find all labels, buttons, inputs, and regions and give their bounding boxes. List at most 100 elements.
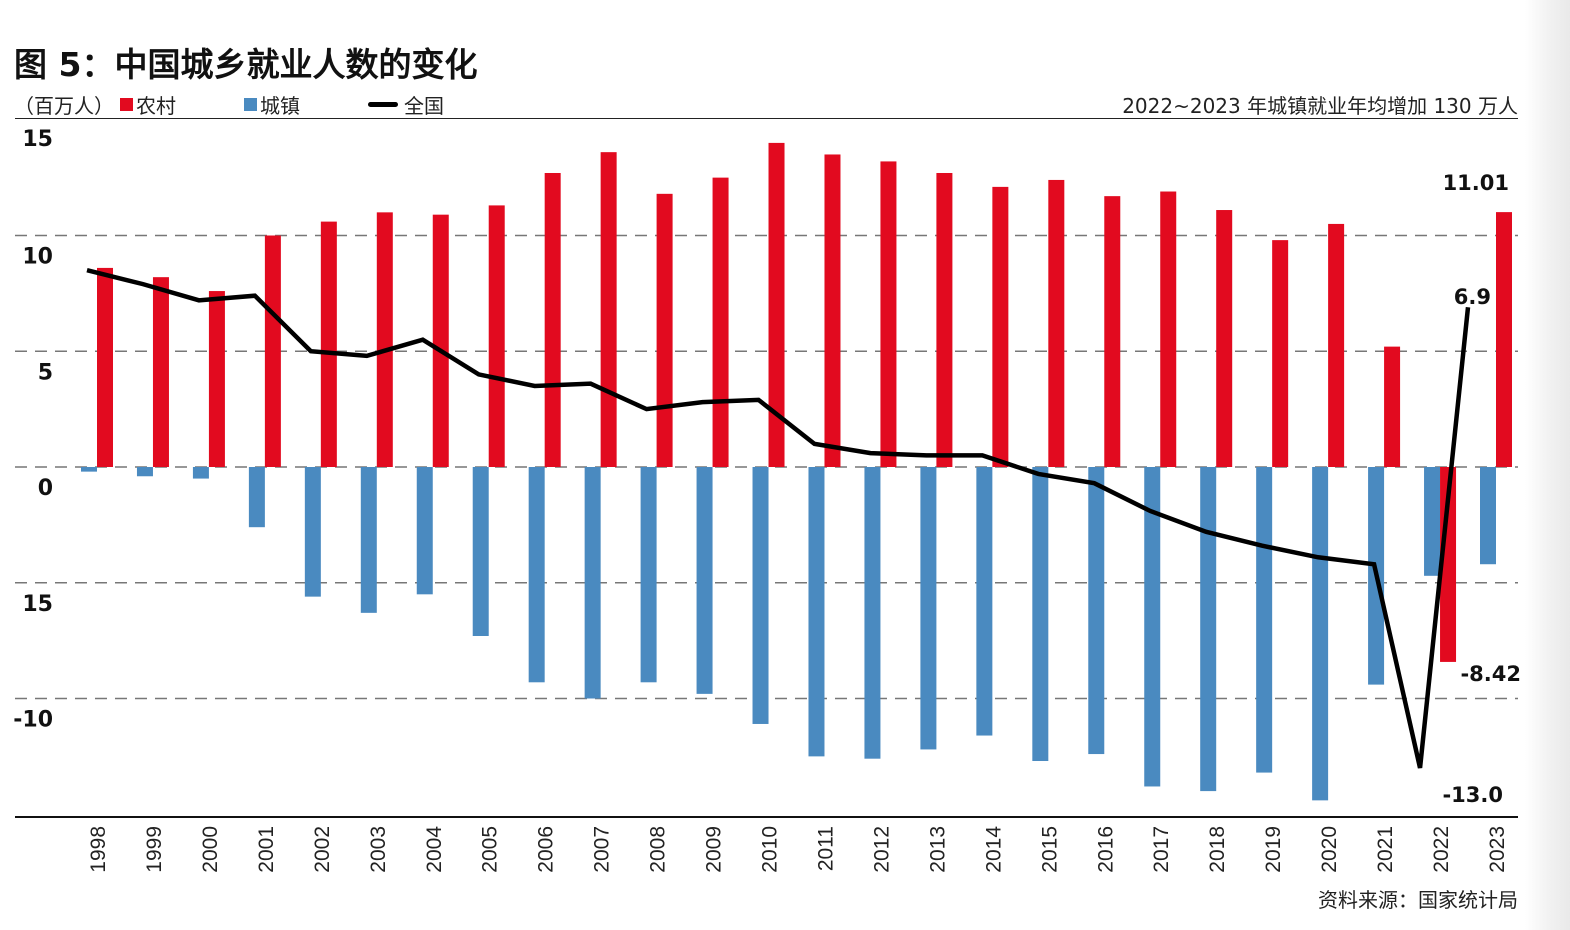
bar-urban	[864, 467, 881, 759]
x-tick-label: 2020	[1318, 826, 1341, 873]
x-tick-label: 2003	[367, 826, 390, 873]
bar-urban	[808, 467, 825, 757]
bar-rural	[152, 277, 169, 467]
bar-rural	[768, 142, 785, 467]
y-tick-label: 0	[38, 476, 53, 501]
y-tick-label: 10	[22, 245, 53, 270]
x-tick-label: 2007	[591, 826, 614, 873]
bar-rural	[488, 205, 505, 467]
x-tick-label: 2016	[1094, 826, 1117, 873]
bar-urban	[1480, 467, 1496, 565]
y-axis: 15 10 5 0 15 -10	[13, 127, 53, 733]
urban-swatch-icon	[244, 98, 257, 111]
bar-rural	[712, 177, 729, 467]
x-tick-label: 2005	[479, 826, 502, 873]
bar-rural	[880, 161, 897, 468]
x-tick-label: 2002	[311, 826, 334, 873]
x-tick-label: 2004	[423, 826, 446, 873]
x-tick-label: 2018	[1206, 826, 1229, 873]
bar-rural	[936, 172, 953, 467]
bar-rural	[656, 193, 673, 467]
rural-swatch-icon	[120, 98, 133, 111]
bar-rural	[1104, 196, 1121, 467]
bar-rural	[1216, 210, 1233, 467]
bar-rural	[1160, 191, 1177, 467]
bar-urban	[696, 467, 713, 694]
bar-rural	[600, 152, 617, 467]
bar-urban	[640, 467, 657, 683]
x-tick-label: 2000	[199, 826, 222, 873]
bar-rural	[1328, 223, 1345, 467]
x-tick-label: 1998	[87, 826, 110, 873]
bar-rural	[376, 212, 393, 467]
total-line	[86, 268, 1471, 769]
x-tick-label: 2010	[759, 826, 782, 873]
source-note: 资料来源：国家统计局	[1318, 888, 1518, 912]
bar-urban	[1256, 467, 1273, 773]
x-tick-label: 2009	[703, 826, 726, 873]
bar-rural	[432, 214, 449, 467]
x-axis: 1998 1999 2000 2001 2002 2003 2004 2005 2006 2007…	[87, 826, 1509, 873]
y-tick-label: 15	[22, 592, 53, 617]
bar-rural	[1048, 179, 1065, 467]
total-line-icon	[368, 102, 398, 107]
header-note: 2022~2023 年城镇就业年均增加 130 万人	[1122, 94, 1518, 118]
x-tick-label: 2017	[1150, 826, 1173, 873]
bar-urban	[1032, 467, 1049, 762]
bar-urban	[360, 467, 377, 613]
header-divider	[15, 118, 1518, 119]
data-label: -13.0	[1442, 783, 1503, 807]
bar-urban	[81, 467, 97, 472]
unit-label: （百万人）	[14, 94, 114, 118]
y-tick-label: -10	[13, 708, 53, 733]
bar-rural	[208, 291, 225, 467]
bar-rural	[1496, 212, 1512, 467]
x-tick-label: 2022	[1430, 826, 1453, 873]
x-tick-label: 1999	[143, 826, 166, 873]
legend-label-urban: 城镇	[260, 94, 300, 118]
bar-rural	[544, 172, 561, 467]
x-tick-label: 2012	[870, 826, 893, 873]
bar-urban	[416, 467, 433, 595]
bar-urban	[1088, 467, 1105, 755]
bar-urban	[472, 467, 489, 636]
y-tick-label: 15	[22, 127, 53, 152]
x-tick-label: 2013	[926, 826, 949, 873]
x-tick-label: 2001	[255, 826, 278, 873]
annotations: 11.01 6.9 -8.42 -13.0	[1442, 171, 1521, 807]
bar-urban	[1424, 467, 1441, 576]
bar-urban	[1312, 467, 1329, 801]
x-tick-label: 2023	[1486, 826, 1509, 873]
bar-rural	[97, 267, 113, 467]
x-tick-label: 2019	[1262, 826, 1285, 873]
bar-rural	[824, 154, 841, 467]
data-label: 11.01	[1443, 171, 1509, 195]
y-tick-label: 5	[38, 360, 53, 385]
legend-row: （百万人） 农村 城镇 全国 2022~2023 年城镇就业年均增加 130 万…	[14, 88, 1518, 118]
legend-item-rural: 农村	[120, 90, 176, 119]
bar-urban	[248, 467, 265, 528]
bar-rural	[992, 186, 1009, 467]
bar-urban	[752, 467, 769, 724]
bar-urban	[528, 467, 545, 683]
data-label: 6.9	[1454, 285, 1491, 309]
total-line-path	[86, 268, 1471, 769]
bar-rural	[264, 235, 281, 467]
bar-rural	[320, 221, 337, 467]
bar-urban	[192, 467, 209, 479]
bar-rural	[1272, 240, 1289, 467]
bar-urban	[136, 467, 153, 477]
legend-label-total: 全国	[404, 94, 444, 118]
x-tick-label: 2011	[814, 826, 837, 871]
x-tick-label: 2021	[1374, 826, 1397, 873]
legend-label-rural: 农村	[136, 94, 176, 118]
data-label: -8.42	[1460, 662, 1521, 686]
bar-urban	[584, 467, 601, 699]
bar-rural	[1384, 346, 1401, 467]
bars	[81, 142, 1512, 801]
bar-urban	[920, 467, 937, 750]
bar-urban	[304, 467, 321, 597]
x-tick-label: 2014	[982, 826, 1005, 873]
bar-urban	[1200, 467, 1217, 792]
